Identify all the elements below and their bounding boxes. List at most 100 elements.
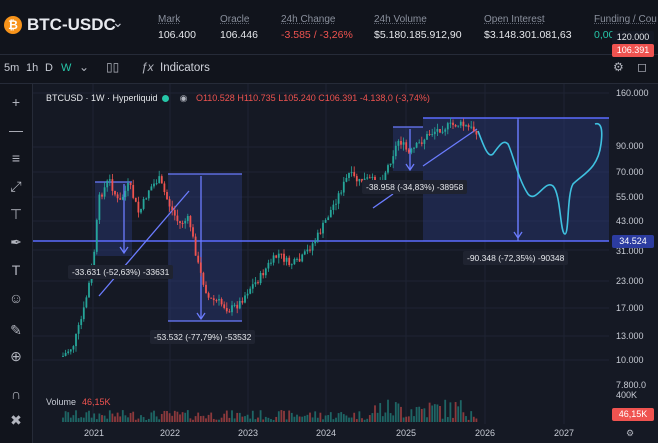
pattern-icon[interactable]: ⤢: [10, 178, 22, 194]
trendline-icon[interactable]: —: [9, 122, 23, 138]
volume-bar: [426, 417, 428, 422]
snapshot-icon[interactable]: ◻: [637, 60, 647, 74]
volume-bar: [454, 402, 457, 422]
timeframe-5m[interactable]: 5m: [4, 62, 20, 74]
price-tick: 90.000: [616, 141, 644, 151]
candle-body: [428, 133, 431, 135]
chevron-down-icon[interactable]: ⌄: [112, 14, 124, 30]
candle-body: [254, 282, 257, 285]
price-tick: 23.000: [616, 276, 644, 286]
candle-body: [454, 124, 457, 127]
volume-bar: [275, 416, 278, 422]
volume-bar: [298, 416, 301, 422]
volume-bar: [93, 413, 96, 422]
candle-body: [202, 272, 205, 285]
stat-label: Open Interest: [484, 14, 545, 25]
volume-bar: [194, 416, 197, 422]
bitcoin-icon: ₿: [4, 16, 22, 34]
candle-body: [192, 227, 194, 237]
volume-bar: [244, 416, 246, 422]
candle-body: [457, 125, 460, 127]
price-chart[interactable]: [33, 84, 609, 424]
time-tick: 2024: [316, 428, 337, 438]
volume-bar: [220, 417, 223, 422]
indicators-button[interactable]: Indicators: [160, 62, 210, 74]
crosshair-icon[interactable]: +: [11, 94, 21, 110]
volume-bar: [371, 413, 374, 422]
volume-bar: [179, 414, 181, 422]
volume-bar: [418, 406, 421, 422]
eye-icon[interactable]: ◉: [179, 93, 188, 103]
candle-body: [88, 282, 90, 298]
projection-path[interactable]: [477, 122, 603, 235]
candle-body: [179, 221, 181, 224]
live-dot-icon: [162, 95, 170, 103]
price-axis[interactable]: 160.000 90.000 70.000 55.000 43.000 31.0…: [610, 84, 658, 424]
magnet-icon[interactable]: ∩: [10, 386, 22, 402]
volume-bar: [433, 404, 436, 422]
timeframe-w[interactable]: W: [61, 62, 72, 74]
drawdown-box[interactable]: [393, 127, 423, 171]
volume-bar: [470, 411, 473, 422]
text-icon[interactable]: T: [11, 262, 21, 278]
indicators-icon[interactable]: ƒx: [141, 60, 154, 74]
candle-body: [415, 142, 418, 148]
drawing-toolbar: + — ≡ ⤢ ⊤ ✒ T ☺ ✎ ⊕ ∩ ✖: [0, 84, 33, 443]
volume-bar: [267, 417, 270, 422]
volume-bar: [199, 416, 202, 422]
timeframe-1h[interactable]: 1h: [26, 62, 39, 74]
candle-body: [231, 305, 233, 313]
time-axis[interactable]: 2021 2022 2023 2024 2025 2026 2027: [33, 424, 609, 443]
candle-body: [111, 179, 114, 191]
volume-bar: [355, 419, 358, 422]
volume-bar: [415, 407, 418, 422]
settings-gear-icon[interactable]: ⚙: [626, 428, 635, 438]
drawdown-box[interactable]: [168, 174, 242, 321]
candle-body: [244, 295, 246, 303]
fib-icon[interactable]: ⊤: [9, 206, 23, 222]
measure-label: -38.958 (-34,83%) -38958: [362, 180, 468, 194]
stat-label: Oracle: [220, 14, 250, 25]
settings-icon[interactable]: ⚙: [613, 60, 624, 74]
chart-toolbar: 5m 1h D W ⌄ ▯▯ ƒx Indicators ⚙ ◻: [0, 55, 658, 84]
candle-body: [371, 176, 374, 178]
candle-body: [426, 133, 428, 140]
emoji-icon[interactable]: ☺: [8, 290, 24, 306]
candle-body: [205, 284, 207, 294]
stat-value: $3.148.301.081,63: [484, 29, 572, 41]
volume-bar: [387, 399, 389, 422]
timeframe-d[interactable]: D: [45, 62, 53, 74]
volume-bar: [153, 410, 155, 422]
volume-bar: [405, 416, 408, 422]
price-tick: 17.000: [616, 303, 644, 313]
level-price-tag: 34.524: [612, 235, 654, 248]
volume-bar: [119, 416, 122, 422]
volume-bar: [431, 405, 434, 422]
stat-open-interest: Open Interest $3.148.301.081,63: [484, 14, 572, 41]
candle-body: [306, 249, 309, 252]
candle-body: [249, 288, 252, 294]
symbol-selector[interactable]: BTC-USDC: [27, 15, 116, 34]
brush-icon[interactable]: ✒: [10, 234, 22, 250]
stat-24h-volume: 24h Volume $5.180.185.912,90: [374, 14, 462, 41]
candle-body: [389, 163, 392, 166]
zoom-icon[interactable]: ⊕: [10, 348, 22, 364]
drawdown-box[interactable]: [95, 182, 132, 256]
volume-bar: [127, 417, 129, 422]
candle-body: [394, 145, 397, 157]
volume-bar: [202, 415, 205, 422]
volume-bar: [95, 419, 98, 422]
candles-icon[interactable]: ▯▯: [106, 60, 120, 74]
candle-body: [277, 253, 280, 258]
chevron-down-icon[interactable]: ⌄: [79, 60, 90, 74]
ruler-icon[interactable]: ✎: [10, 322, 22, 338]
candle-body: [238, 301, 241, 309]
candle-body: [400, 140, 402, 145]
candle-body: [462, 121, 465, 127]
volume-bar: [439, 405, 441, 422]
horizontal-lines-icon[interactable]: ≡: [11, 150, 21, 166]
volume-bar: [129, 413, 132, 422]
trash-icon[interactable]: ✖: [10, 412, 22, 428]
volume-bar: [168, 413, 171, 422]
candle-body: [475, 131, 478, 135]
